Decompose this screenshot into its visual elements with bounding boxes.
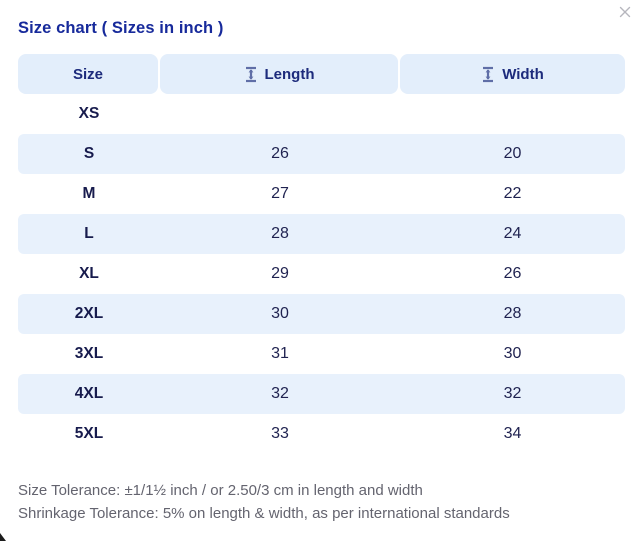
modal-title: Size chart ( Sizes in inch ): [18, 19, 224, 37]
width-cell: 24: [503, 225, 522, 242]
size-cell: XL: [79, 265, 99, 282]
width-cell: [400, 94, 625, 134]
close-button[interactable]: [615, 2, 635, 22]
size-cell: L: [84, 225, 94, 242]
table-row: L 28 24: [18, 214, 625, 254]
length-cell: 26: [271, 145, 289, 162]
width-cell: 34: [503, 425, 522, 442]
length-cell: 32: [271, 385, 289, 402]
size-cell: M: [82, 185, 96, 202]
size-tolerance-note: Size Tolerance: ±1/1½ inch / or 2.50/3 c…: [18, 482, 423, 499]
table-row: XS: [18, 94, 625, 134]
column-header-size: Size: [18, 54, 158, 94]
table-row: 2XL 30 28: [18, 294, 625, 334]
shrinkage-tolerance-note: Shrinkage Tolerance: 5% on length & widt…: [18, 504, 510, 522]
table-row: 4XL 32 32: [18, 374, 625, 414]
length-cell: [160, 94, 400, 134]
measure-height-icon: [245, 66, 256, 82]
width-cell: 20: [503, 145, 522, 162]
width-cell: 32: [503, 385, 522, 402]
column-header-length: Length: [160, 54, 398, 94]
column-label: Width: [502, 65, 544, 83]
column-label: Size: [72, 65, 103, 83]
size-cell: 3XL: [74, 345, 104, 362]
table-header-row: Size Length: [18, 54, 625, 94]
size-chart-table: Size Length: [18, 54, 625, 454]
width-cell: 30: [503, 345, 522, 362]
length-cell: 30: [271, 305, 289, 322]
size-cell: 4XL: [74, 385, 104, 402]
size-cell: 2XL: [74, 305, 104, 322]
table-row: XL 29 26: [18, 254, 625, 294]
column-header-width: Width: [400, 54, 625, 94]
length-cell: 33: [271, 425, 289, 442]
close-icon: [619, 6, 631, 18]
measure-height-icon: [483, 66, 494, 82]
table-row: 3XL 31 30: [18, 334, 625, 374]
size-cell: S: [83, 145, 95, 162]
length-cell: 29: [271, 265, 289, 282]
width-cell: 22: [503, 185, 522, 202]
width-cell: 28: [503, 305, 522, 322]
length-cell: 31: [271, 345, 289, 362]
length-cell: 27: [271, 185, 289, 202]
cursor-artifact: [0, 533, 6, 541]
size-cell: 5XL: [74, 425, 104, 442]
table-body: XS S 26 20 M 27 22 L 28 24 XL 29 26 2XL …: [18, 94, 625, 454]
tolerance-notes: Size Tolerance: ±1/1½ inch / or 2.50/3 c…: [18, 480, 510, 525]
table-row: M 27 22: [18, 174, 625, 214]
table-row: 5XL 33 34: [18, 414, 625, 454]
length-cell: 28: [271, 225, 289, 242]
table-row: S 26 20: [18, 134, 625, 174]
width-cell: 26: [503, 265, 522, 282]
column-label: Length: [264, 65, 315, 83]
size-cell: XS: [78, 105, 100, 122]
